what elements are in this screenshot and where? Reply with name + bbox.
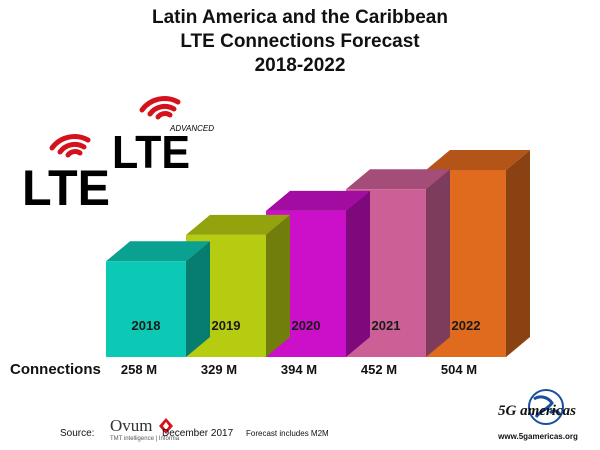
- lte-logo-text: LTE: [22, 160, 110, 216]
- lte-advanced-logo: LTE ADVANCED: [112, 96, 214, 178]
- connection-value-2019: 329 M: [200, 362, 238, 377]
- advanced-text: ADVANCED: [169, 124, 214, 133]
- bar-2018: 2018: [106, 241, 210, 357]
- bar-series: 2022 2021 2020 2019 2018: [106, 150, 530, 357]
- ovum-tagline: TMT intelligence | Informa: [110, 436, 180, 442]
- lte-logo: LTE: [22, 134, 110, 216]
- bar-top-2020: [266, 190, 370, 211]
- brand-name: 5G americas: [498, 403, 576, 419]
- category-label-2019: 2019: [212, 318, 241, 333]
- globe-icon: 5G americas: [498, 389, 576, 425]
- bar-top-2018: [106, 241, 210, 262]
- brand-url: www.5gamericas.org: [498, 432, 578, 441]
- connection-value-2022: 504 M: [440, 362, 478, 377]
- bar-side-2020: [346, 190, 370, 357]
- source-label: Source:: [60, 428, 95, 439]
- chart-title-line-2: LTE Connections Forecast: [180, 31, 420, 52]
- category-label-2021: 2021: [372, 318, 401, 333]
- chart-title-line-3: 2018-2022: [254, 55, 346, 76]
- connection-value-2018: 258 M: [120, 362, 158, 377]
- lte-advanced-logo-text: LTE: [112, 126, 190, 178]
- bar-side-2019: [266, 214, 290, 357]
- lte-signal-icon: [49, 134, 91, 158]
- bar-front-2018: [106, 261, 186, 357]
- 5g-americas-logo: 5G americas www.5gamericas.org: [488, 385, 588, 441]
- ovum-logo-text: Ovum: [110, 416, 153, 435]
- category-label-2020: 2020: [292, 318, 321, 333]
- bar-side-2021: [426, 169, 450, 357]
- source-date: December 2017: [162, 428, 234, 439]
- chart-title-line-1: Latin America and the Caribbean: [152, 7, 448, 28]
- chart-title: Latin America and the Caribbean LTE Conn…: [0, 6, 600, 78]
- category-label-2018: 2018: [132, 318, 161, 333]
- connections-row-label: Connections: [10, 361, 101, 378]
- ovum-logo: Ovum TMT intelligence | Informa: [110, 416, 200, 446]
- bar-top-2019: [186, 214, 290, 235]
- bar-top-2021: [346, 169, 450, 190]
- lte-advanced-signal-icon: [139, 96, 181, 120]
- forecast-note: Forecast includes M2M: [246, 429, 329, 438]
- ovum-mark-icon: [159, 418, 173, 434]
- category-label-2022: 2022: [452, 318, 481, 333]
- connection-value-2021: 452 M: [360, 362, 398, 377]
- bar-side-2018: [186, 241, 210, 357]
- connection-value-2020: 394 M: [280, 362, 318, 377]
- bar-top-2022: [426, 150, 530, 170]
- bar-side-2022: [506, 150, 530, 357]
